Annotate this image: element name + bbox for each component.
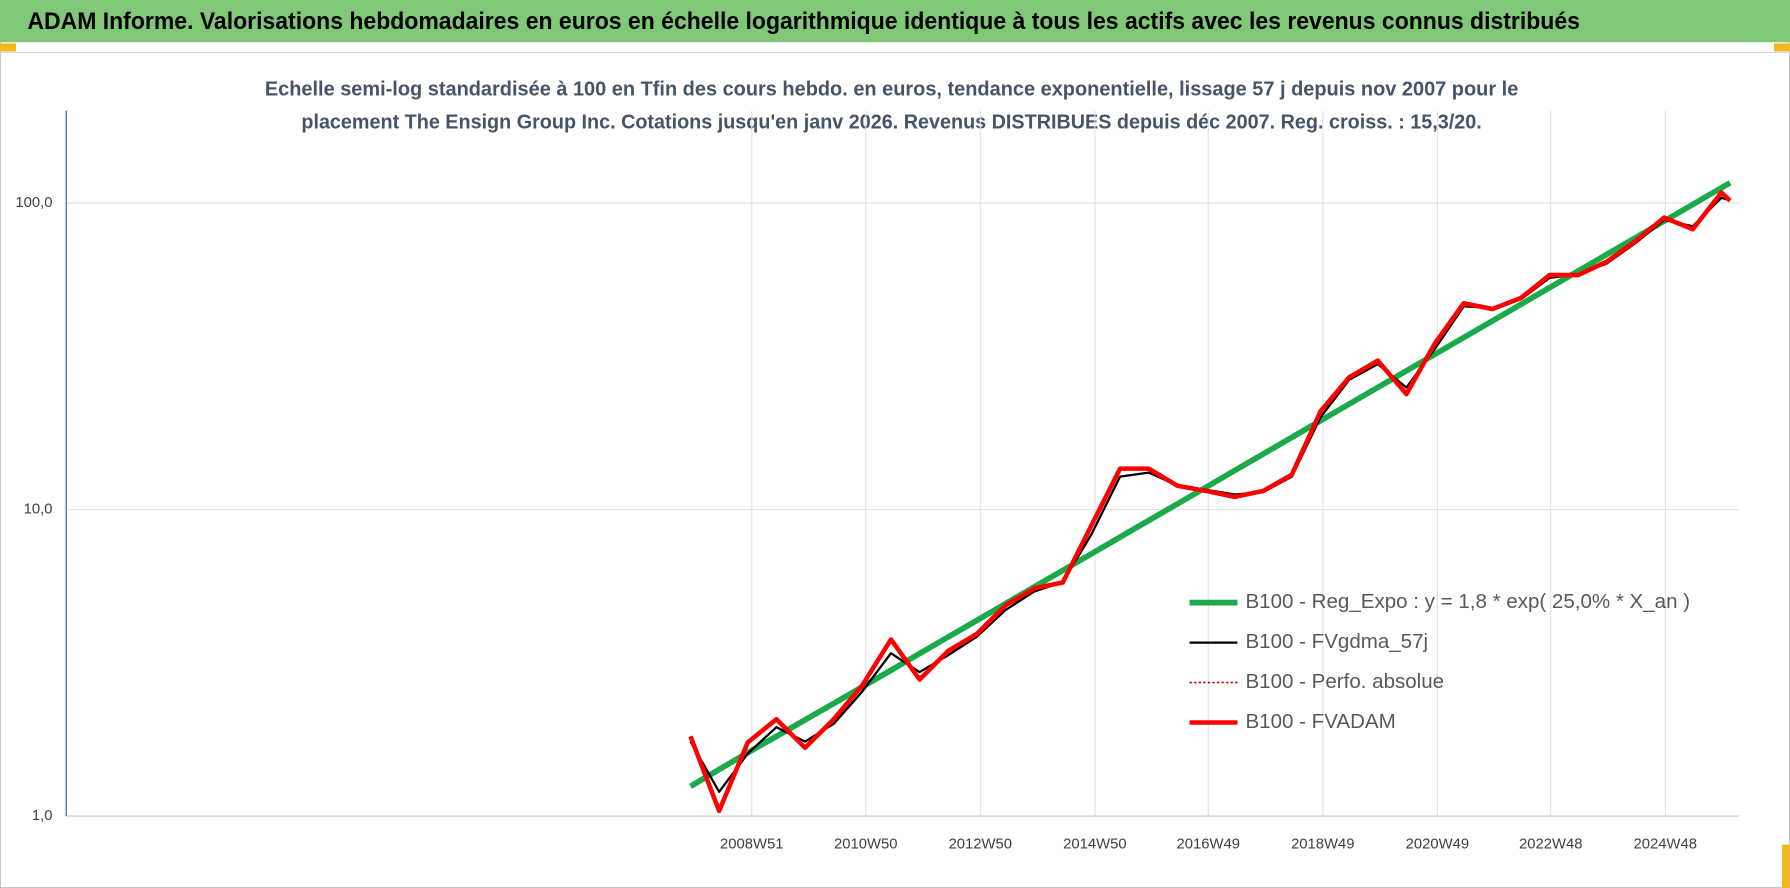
- y-tick-label: 10,0: [24, 501, 53, 517]
- chart-subtitle: Echelle semi-log standardisée à 100 en T…: [265, 78, 1518, 101]
- y-tick-label: 100,0: [15, 195, 52, 211]
- x-tick-label: 2018W49: [1291, 837, 1354, 853]
- legend-label: B100 - FVgdma_57j: [1245, 630, 1428, 653]
- corner-mark: [1774, 43, 1790, 52]
- series-line: [688, 190, 1732, 814]
- x-tick-label: 2014W50: [1063, 837, 1126, 853]
- corner-mark: [0, 43, 16, 52]
- x-tick-label: 2016W49: [1177, 837, 1240, 853]
- x-tick-label: 2022W48: [1519, 837, 1582, 853]
- x-tick-label: 2010W50: [834, 837, 897, 853]
- y-tick-label: 1,0: [32, 808, 53, 824]
- page-title: ADAM Informe. Valorisations hebdomadaire…: [27, 8, 1580, 35]
- legend-label: B100 - FVADAM: [1245, 710, 1395, 733]
- x-tick-label: 2012W50: [949, 837, 1012, 853]
- chart-subtitle: placement The Ensign Group Inc. Cotation…: [301, 111, 1481, 134]
- legend-label: B100 - Perfo. absolue: [1245, 670, 1444, 693]
- x-tick-label: 2020W49: [1406, 837, 1469, 853]
- x-tick-label: 2008W51: [720, 837, 783, 853]
- corner-mark: [1782, 844, 1790, 888]
- x-tick-label: 2024W48: [1634, 837, 1697, 853]
- legend-label: B100 - Reg_Expo : y = 1,8 * exp( 25,0% *…: [1245, 590, 1690, 613]
- header-bar: [0, 0, 1790, 43]
